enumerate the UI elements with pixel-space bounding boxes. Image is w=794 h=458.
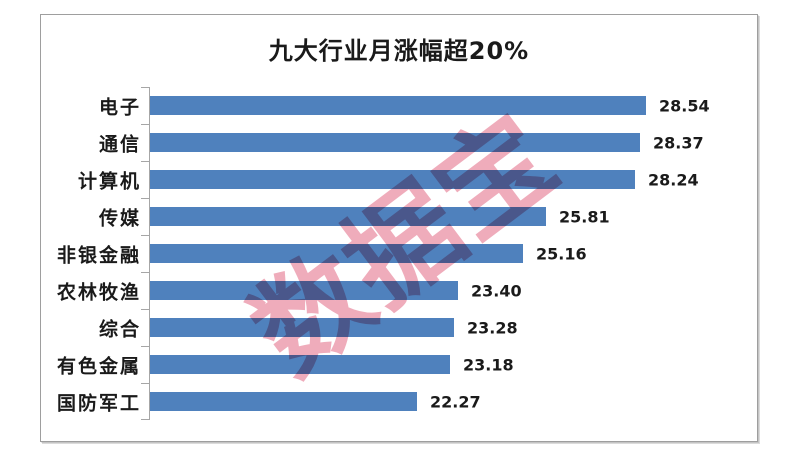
bar [150, 281, 458, 300]
bar [150, 170, 635, 189]
bar-row: 国防军工 22.27 [41, 383, 757, 420]
category-label: 非银金融 [56, 244, 141, 266]
axis-tick [141, 309, 150, 310]
value-label: 28.54 [659, 96, 710, 115]
axis-tick [141, 419, 150, 420]
axis-tick [141, 87, 150, 88]
axis-tick [141, 198, 150, 199]
bar [150, 133, 640, 152]
bar-series: 电子 28.54 通信 28.37 计算机 28.24 传媒 25.81 非银金融 25.16 农林… [41, 87, 757, 420]
axis-tick [141, 272, 150, 273]
bar [150, 207, 546, 226]
axis-tick [141, 383, 150, 384]
category-label: 综合 [98, 318, 141, 340]
axis-tick [141, 161, 150, 162]
value-label: 25.16 [536, 244, 587, 263]
plot-area: 电子 28.54 通信 28.37 计算机 28.24 传媒 25.81 非银金融 25.16 农林… [41, 87, 757, 421]
value-label: 23.40 [471, 281, 522, 300]
bar-row: 通信 28.37 [41, 124, 757, 161]
chart-frame: 九大行业月涨幅超20% 电子 28.54 通信 28.37 计算机 28.24 传媒 25.8… [40, 14, 758, 442]
bar [150, 244, 523, 263]
category-label: 通信 [98, 133, 141, 155]
category-label: 有色金属 [56, 355, 141, 377]
y-axis-line [149, 87, 150, 420]
bar-row: 传媒 25.81 [41, 198, 757, 235]
bar-row: 综合 23.28 [41, 309, 757, 346]
value-label: 23.28 [467, 318, 518, 337]
value-label: 22.27 [430, 392, 481, 411]
bar-row: 农林牧渔 23.40 [41, 272, 757, 309]
category-label: 农林牧渔 [56, 281, 141, 303]
value-label: 28.24 [648, 170, 699, 189]
bar [150, 96, 646, 115]
bar [150, 392, 417, 411]
bar [150, 355, 450, 374]
bar-row: 计算机 28.24 [41, 161, 757, 198]
y-axis-ticks [141, 87, 150, 421]
category-label: 国防军工 [56, 392, 141, 414]
bar-row: 非银金融 25.16 [41, 235, 757, 272]
bar-row: 有色金属 23.18 [41, 346, 757, 383]
bar-row: 电子 28.54 [41, 87, 757, 124]
value-label: 28.37 [653, 133, 704, 152]
value-label: 25.81 [559, 207, 610, 226]
value-label: 23.18 [463, 355, 514, 374]
axis-tick [141, 346, 150, 347]
axis-tick [141, 124, 150, 125]
category-label: 计算机 [77, 170, 141, 192]
chart-title: 九大行业月涨幅超20% [268, 37, 530, 65]
category-label: 传媒 [98, 207, 141, 229]
bar [150, 318, 454, 337]
axis-tick [141, 235, 150, 236]
category-label: 电子 [98, 96, 141, 118]
